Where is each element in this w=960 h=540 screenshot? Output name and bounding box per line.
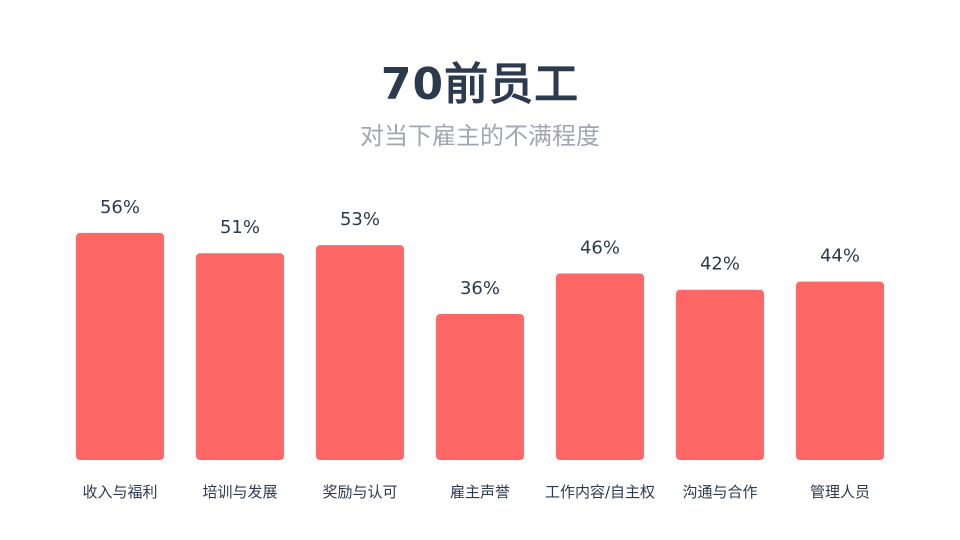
bar-1: [196, 253, 284, 460]
bar-0: [76, 232, 164, 460]
chart-title: 70前员工: [380, 59, 580, 110]
category-label-5: 沟通与合作: [682, 483, 757, 501]
value-label-2: 53%: [340, 209, 380, 230]
category-label-3: 雇主声誉: [450, 483, 510, 501]
category-label-4: 工作内容/自主权: [545, 483, 655, 501]
bar-2: [316, 245, 404, 460]
bar-5: [676, 289, 764, 460]
value-label-4: 46%: [580, 237, 620, 258]
value-label-1: 51%: [220, 217, 260, 238]
category-label-2: 奖励与认可: [322, 483, 397, 501]
bar-6: [796, 281, 884, 460]
value-label-3: 36%: [460, 278, 500, 299]
value-label-5: 42%: [700, 254, 740, 275]
bar-3: [436, 314, 524, 460]
chart-subtitle: 对当下雇主的不满程度: [360, 122, 600, 150]
category-label-1: 培训与发展: [202, 483, 277, 501]
bar-4: [556, 273, 644, 460]
category-label-0: 收入与福利: [82, 483, 157, 501]
value-label-6: 44%: [820, 246, 860, 267]
category-label-6: 管理人员: [810, 483, 870, 501]
value-label-0: 56%: [100, 197, 140, 218]
